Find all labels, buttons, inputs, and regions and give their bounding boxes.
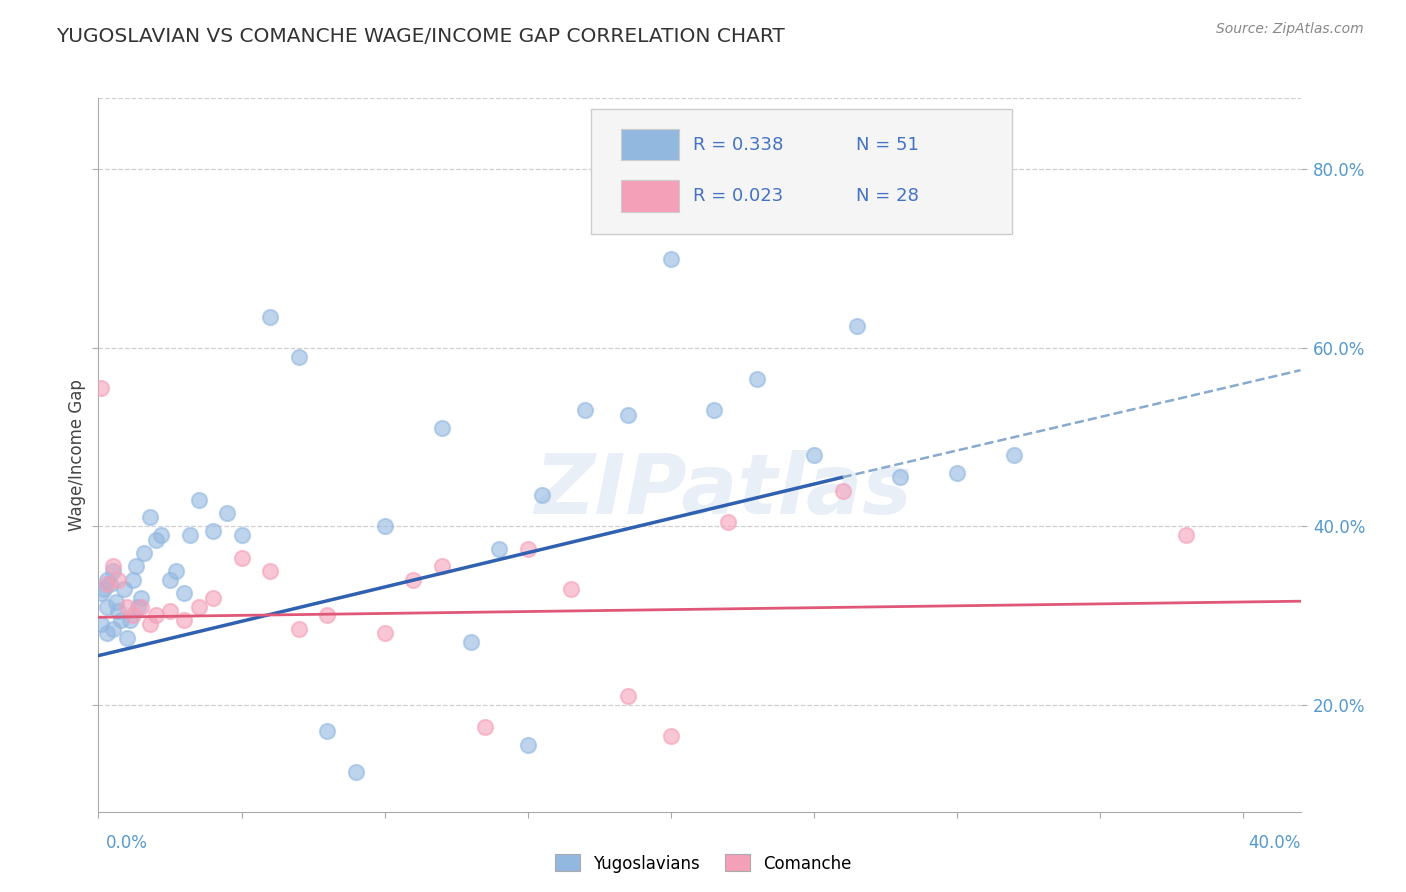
Point [121, 608, 143, 623]
Text: R = 0.023: R = 0.023 [693, 187, 783, 205]
Legend: Yugoslavians, Comanche: Yugoslavians, Comanche [548, 847, 858, 880]
Point [531, 488, 554, 502]
Point [717, 515, 740, 529]
Text: R = 0.338: R = 0.338 [693, 136, 785, 153]
Point [474, 720, 496, 734]
Point [803, 448, 825, 462]
Bar [621, 180, 679, 211]
Point [617, 689, 640, 703]
Point [110, 613, 132, 627]
Text: N = 51: N = 51 [856, 136, 918, 153]
Point [703, 403, 725, 417]
Point [96, 577, 118, 591]
Point [145, 608, 167, 623]
Point [259, 564, 281, 578]
Point [288, 350, 311, 364]
Point [201, 524, 224, 538]
Point [96, 573, 118, 587]
Point [889, 470, 911, 484]
Point [124, 559, 146, 574]
Point [179, 528, 201, 542]
Text: 40.0%: 40.0% [1249, 834, 1301, 852]
Y-axis label: Wage/Income Gap: Wage/Income Gap [67, 379, 86, 531]
Text: 0.0%: 0.0% [105, 834, 148, 852]
Point [128, 599, 150, 614]
Point [187, 492, 209, 507]
Point [831, 483, 853, 498]
Point [659, 729, 682, 743]
Point [201, 591, 224, 605]
Point [96, 626, 118, 640]
Point [90, 617, 112, 632]
Point [139, 617, 162, 632]
Point [617, 408, 640, 422]
Point [460, 635, 482, 649]
Point [374, 626, 396, 640]
Point [316, 608, 339, 623]
Point [139, 510, 162, 524]
Point [159, 604, 181, 618]
Point [560, 582, 582, 596]
Point [145, 533, 167, 547]
Point [159, 573, 181, 587]
Bar [621, 128, 679, 161]
Point [430, 559, 453, 574]
Point [845, 318, 868, 333]
Point [90, 586, 112, 600]
Point [107, 573, 129, 587]
Point [946, 466, 969, 480]
Point [98, 577, 121, 591]
Point [165, 564, 187, 578]
Point [316, 724, 339, 739]
Point [1002, 448, 1025, 462]
Point [131, 599, 153, 614]
Point [121, 573, 143, 587]
Point [101, 622, 124, 636]
Point [659, 252, 682, 266]
Point [115, 631, 138, 645]
Point [173, 613, 195, 627]
Text: ZIPatlas: ZIPatlas [534, 450, 912, 531]
Point [173, 586, 195, 600]
Point [402, 573, 425, 587]
Point [231, 528, 253, 542]
Text: N = 28: N = 28 [856, 187, 918, 205]
Point [93, 582, 115, 596]
Point [101, 564, 124, 578]
Point [134, 546, 156, 560]
Point [430, 421, 453, 435]
Point [217, 506, 239, 520]
Text: Source: ZipAtlas.com: Source: ZipAtlas.com [1216, 22, 1364, 37]
Point [90, 381, 112, 395]
Point [488, 541, 510, 556]
Point [288, 622, 311, 636]
Point [118, 613, 141, 627]
Point [516, 541, 538, 556]
Point [344, 764, 367, 779]
Point [231, 550, 253, 565]
Point [516, 738, 538, 752]
Point [115, 599, 138, 614]
Point [187, 599, 209, 614]
Point [131, 591, 153, 605]
FancyBboxPatch shape [592, 109, 1012, 234]
Point [745, 372, 768, 386]
Point [107, 604, 129, 618]
Text: YUGOSLAVIAN VS COMANCHE WAGE/INCOME GAP CORRELATION CHART: YUGOSLAVIAN VS COMANCHE WAGE/INCOME GAP … [56, 27, 785, 45]
Point [574, 403, 596, 417]
Point [101, 559, 124, 574]
Point [112, 582, 135, 596]
Point [259, 310, 281, 324]
Point [104, 595, 127, 609]
Point [96, 599, 118, 614]
Point [150, 528, 173, 542]
Point [1175, 528, 1198, 542]
Point [374, 519, 396, 533]
